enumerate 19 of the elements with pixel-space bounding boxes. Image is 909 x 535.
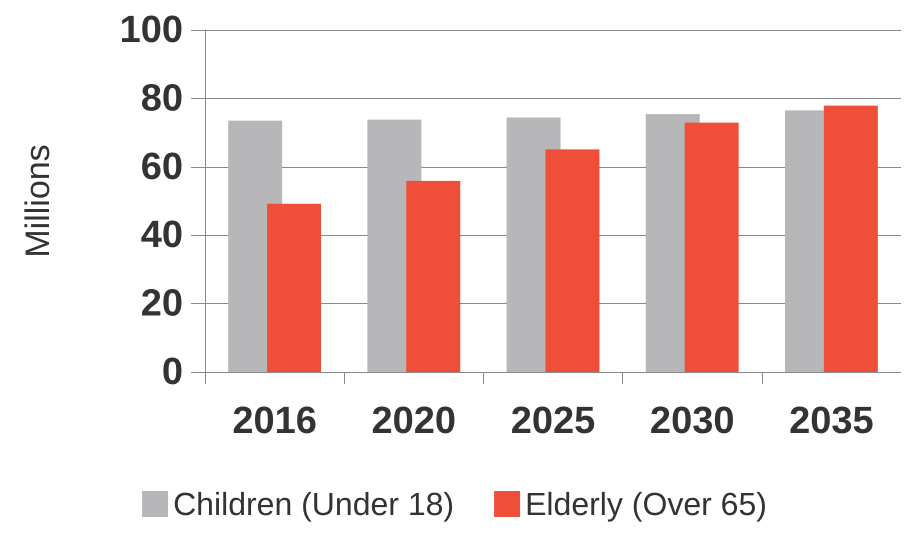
y-tick-label: 40 xyxy=(140,214,183,256)
x-tick-label: 2025 xyxy=(510,400,596,442)
legend-label: Elderly (Over 65) xyxy=(525,486,767,522)
y-tick-label: 60 xyxy=(140,146,183,188)
legend-label: Children (Under 18) xyxy=(173,486,454,522)
bar xyxy=(267,204,322,372)
y-tick-label: 20 xyxy=(140,282,183,325)
x-tick-label: 2035 xyxy=(789,400,874,442)
y-tick-label: 100 xyxy=(120,9,183,51)
y-tick-label: 0 xyxy=(162,351,183,393)
x-tick-label: 2030 xyxy=(650,400,734,442)
x-tick-label: 2016 xyxy=(232,400,317,442)
bar xyxy=(824,106,878,372)
bar xyxy=(684,122,739,372)
y-tick-label: 80 xyxy=(140,77,183,120)
bar xyxy=(406,180,460,372)
bar xyxy=(545,149,600,372)
y-axis-title: Millions xyxy=(19,144,57,258)
x-tick-label: 2020 xyxy=(372,400,456,442)
